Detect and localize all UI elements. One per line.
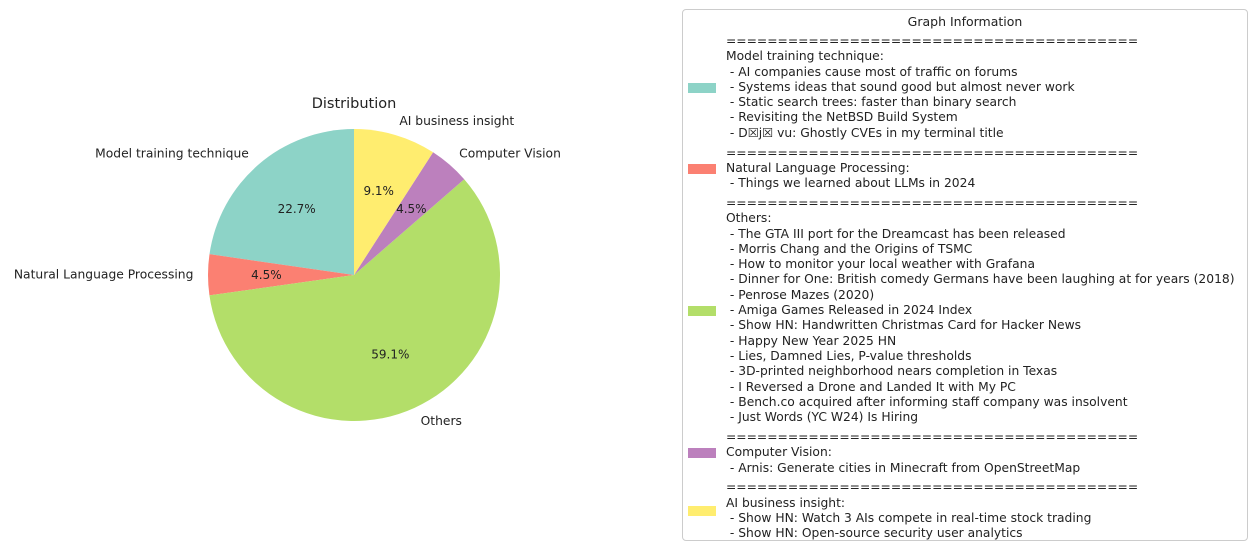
legend-line: - Lies, Damned Lies, P-value thresholds <box>726 348 972 363</box>
pie-slice-model-training-technique <box>209 129 354 275</box>
legend-line: ======================================== <box>726 145 1139 160</box>
legend-line: - AI companies cause most of traffic on … <box>726 64 1018 79</box>
legend-entry: ========================================… <box>683 480 1247 541</box>
pie-category-label-model-training-technique: Model training technique <box>95 147 249 161</box>
chart-title: Distribution <box>312 96 397 112</box>
legend-line: - Static search trees: faster than binar… <box>726 95 1017 110</box>
legend-line: - D☒j☒ vu: Ghostly CVEs in my terminal t… <box>726 125 1004 140</box>
legend-line: - Amiga Games Released in 2024 Index <box>726 303 973 318</box>
legend-line: - I Reversed a Drone and Landed It with … <box>726 379 1016 394</box>
legend-text: ========================================… <box>726 196 1235 425</box>
legend-swatch <box>688 163 716 174</box>
legend-text: ========================================… <box>726 430 1138 476</box>
pie-pct-label-ai-business-insight: 9.1% <box>363 184 394 198</box>
pie-slice-computer-vision <box>354 152 465 275</box>
legend-swatch <box>688 505 716 516</box>
legend-line: ======================================== <box>726 196 1139 210</box>
pie-labels: 22.7% Model training technique 4.5% Natural… <box>14 114 561 428</box>
legend-entry: ========================================… <box>683 34 1247 141</box>
legend-line: ======================================== <box>726 430 1139 444</box>
legend-line: - Happy New Year 2025 HN <box>726 333 897 348</box>
legend-swatch <box>688 82 716 93</box>
pie-slices <box>208 129 501 422</box>
legend-swatch <box>688 305 716 316</box>
pie-pct-label-natural-language-processing: 4.5% <box>251 268 282 282</box>
legend-text: ========================================… <box>726 146 1138 192</box>
legend-line: Natural Language Processing: <box>726 160 910 175</box>
legend-line: - The GTA III port for the Dreamcast has… <box>726 226 1066 241</box>
pie-pct-label-model-training-technique: 22.7% <box>278 202 316 216</box>
pie-category-label-ai-business-insight: AI business insight <box>399 114 514 128</box>
pie-pct-label-others: 59.1% <box>371 348 409 362</box>
legend-line: - Show HN: Open-source security user ana… <box>726 526 1023 541</box>
legend-title: Graph Information <box>907 14 1023 29</box>
legend: Graph Information ======================… <box>682 9 1248 541</box>
legend-line: - Morris Chang and the Origins of TSMC <box>726 241 973 256</box>
legend-entry: ========================================… <box>683 196 1247 426</box>
pie-slice-ai-business-insight <box>354 129 434 275</box>
legend-line: - Show HN: Handwritten Christmas Card fo… <box>726 318 1082 333</box>
legend-entry: ========================================… <box>683 146 1247 192</box>
legend-line: - 3D-printed neighborhood nears completi… <box>726 364 1058 379</box>
pie-category-label-natural-language-processing: Natural Language Processing <box>14 268 194 282</box>
legend-line: - Arnis: Generate cities in Minecraft fr… <box>726 460 1081 475</box>
legend-line: Computer Vision: <box>726 445 832 460</box>
legend-line: - Dinner for One: British comedy Germans… <box>726 272 1235 287</box>
legend-line: - Just Words (YC W24) Is Hiring <box>726 410 919 425</box>
pie-slice-natural-language-processing <box>208 254 354 296</box>
pie-pct-label-computer-vision: 4.5% <box>396 202 427 216</box>
legend-line: Model training technique: <box>726 49 884 64</box>
legend-line: - Show HN: Watch 3 AIs compete in real-t… <box>726 510 1092 525</box>
legend-text: ========================================… <box>726 480 1138 541</box>
legend-line: Others: <box>726 211 772 226</box>
legend-text: ========================================… <box>726 34 1138 141</box>
legend-line: - Revisiting the NetBSD Build System <box>726 110 958 125</box>
legend-entry: ========================================… <box>683 430 1247 476</box>
legend-line: ======================================== <box>726 34 1139 48</box>
pie-slice-others <box>209 179 501 422</box>
legend-line: - Penrose Mazes (2020) <box>726 287 875 302</box>
legend-line: ======================================== <box>726 480 1139 495</box>
pie-category-label-others: Others <box>421 414 462 428</box>
legend-line: - Systems ideas that sound good but almo… <box>726 79 1075 94</box>
legend-line: - Things we learned about LLMs in 2024 <box>726 176 976 191</box>
legend-line: - How to monitor your local weather with… <box>726 257 1036 272</box>
legend-swatch <box>688 447 716 458</box>
pie-category-label-computer-vision: Computer Vision <box>459 147 561 161</box>
legend-line: - Bench.co acquired after informing staf… <box>726 394 1128 409</box>
legend-line: AI business insight: <box>726 495 846 510</box>
